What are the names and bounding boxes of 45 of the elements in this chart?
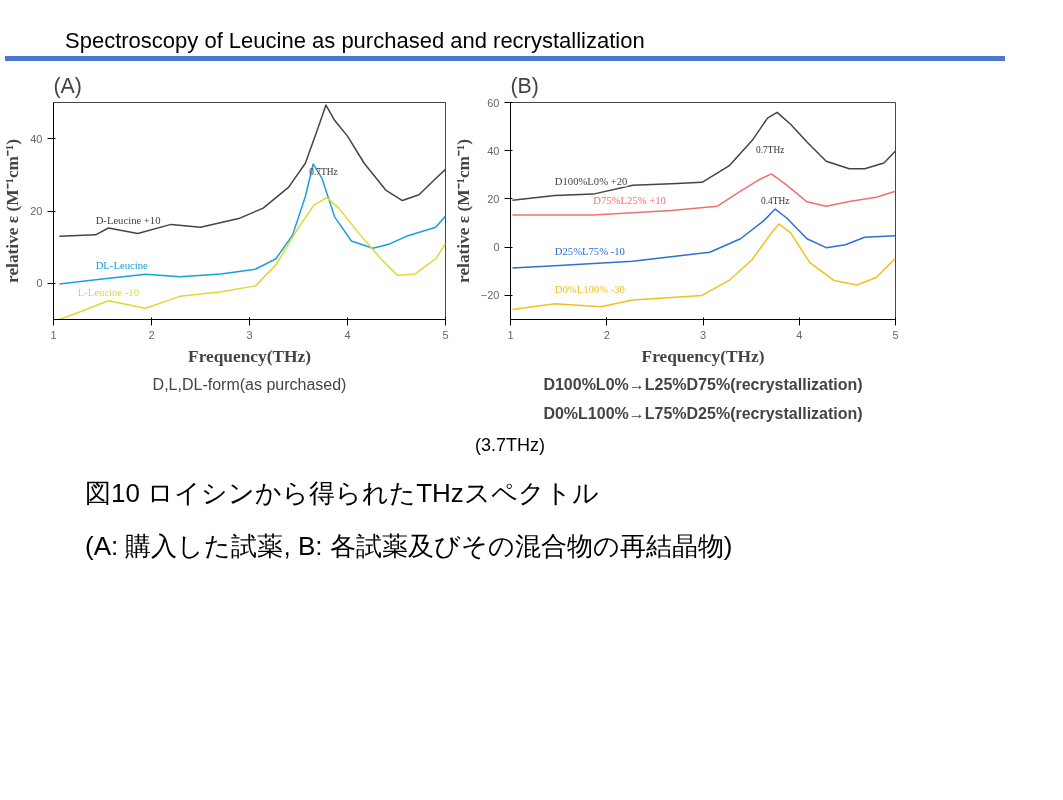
x-tick-label: 2	[148, 328, 155, 341]
x-tick-label: 3	[246, 328, 253, 341]
y-tick-label: 40	[30, 133, 43, 146]
annotation: 0.4THz	[761, 196, 790, 207]
series-label: D0%L100% -30	[554, 284, 625, 296]
line-series	[511, 208, 896, 270]
line-series	[58, 197, 446, 320]
line-series	[511, 223, 896, 311]
series-label: D75%L25% +10	[593, 195, 666, 207]
y-axis-title: relative ε (M⁻¹cm⁻¹)	[3, 139, 23, 284]
y-tick-label: 60	[487, 96, 500, 109]
x-tick-label: 4	[796, 328, 803, 341]
x-axis-title: Frequency(THz)	[641, 346, 765, 366]
x-tick-label: 1	[507, 328, 514, 341]
y-axis-title: relative ε (M⁻¹cm⁻¹)	[453, 139, 473, 284]
text: D,L,DL-form(as purchased)	[152, 375, 347, 393]
text: (3.7THz)	[475, 434, 546, 458]
x-tick-label: 1	[50, 328, 57, 341]
chart-title: (B)	[510, 73, 539, 98]
y-tick-label: −20	[480, 289, 500, 302]
text: (A: 購入した試薬, B: 各試薬及びその混合物の再結晶物)	[85, 530, 733, 564]
series-label: L-Leucine -10	[77, 287, 140, 299]
y-tick-label: 0	[493, 241, 500, 254]
text: D100%L0%→L25%D75%(recrystallization)	[543, 375, 863, 393]
annotation: 0.7THz	[756, 145, 785, 156]
line-series	[511, 173, 896, 217]
x-tick-label: 5	[442, 328, 449, 341]
series-label: D100%L0% +20	[554, 175, 628, 187]
caption: 図10 ロイシンから得られたTHzスペクトル	[85, 477, 599, 511]
series-label: DL-Leucine	[95, 260, 148, 272]
line-series	[58, 163, 446, 286]
y-tick-label: 20	[487, 193, 500, 206]
x-tick-label: 3	[699, 328, 707, 341]
series-label: D25%L75% -10	[554, 246, 625, 258]
y-tick-label: 0	[36, 277, 43, 290]
y-tick-label: 20	[30, 205, 43, 218]
y-tick-label: 40	[487, 145, 500, 158]
text: D0%L100%→L75%D25%(recrystallization)	[543, 404, 863, 422]
x-tick-label: 4	[344, 328, 351, 341]
x-tick-label: 5	[892, 328, 899, 341]
series-label: D-Leucine +10	[95, 215, 161, 227]
text: Spectroscopy of Leucine as purchased and recrystallization	[65, 27, 645, 55]
chart-title: (A)	[53, 73, 82, 98]
x-tick-label: 2	[603, 328, 610, 341]
x-axis-title: Frequency(THz)	[188, 346, 312, 366]
